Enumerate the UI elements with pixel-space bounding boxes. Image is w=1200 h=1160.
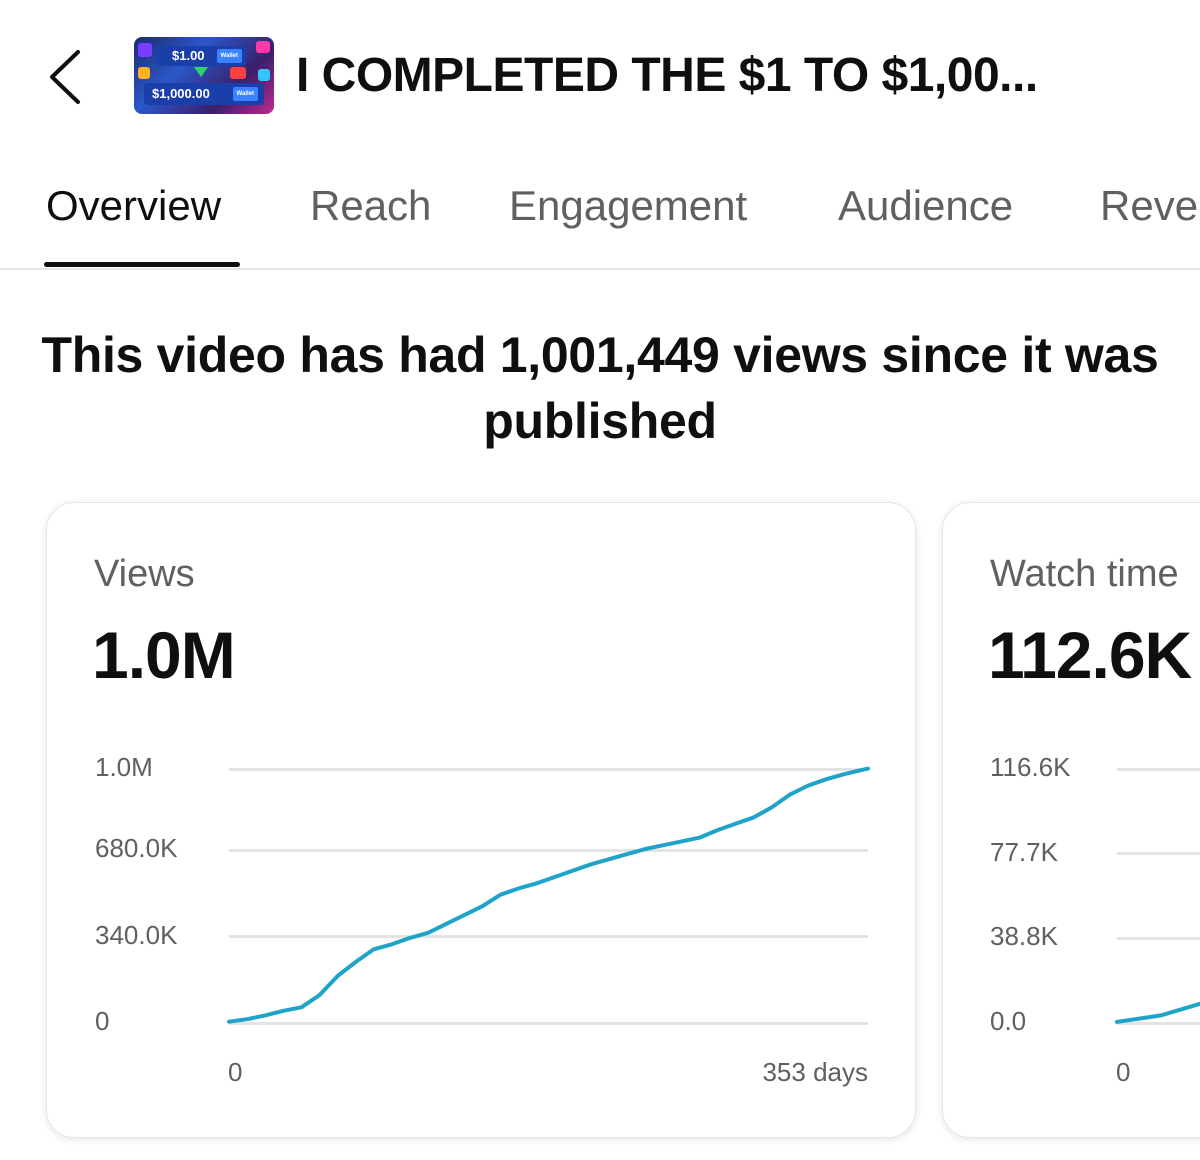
thumbnail-top-amount: $1.00 Wallet — [156, 46, 246, 66]
gridline — [1117, 767, 1200, 771]
series-line-svg — [227, 766, 870, 1024]
views-label: Views — [94, 553, 195, 595]
thumbnail-badge: Wallet — [216, 49, 242, 63]
tab-engagement[interactable]: Engagement — [509, 182, 748, 229]
watch-time-card[interactable]: Watch time 112.6K 116.6K 77.7K 38.8K 0.0 0 — [942, 502, 1200, 1138]
thumbnail-badge: Wallet — [232, 87, 258, 101]
gridline — [1117, 852, 1200, 856]
gridline — [1117, 1021, 1200, 1025]
gridline — [229, 1021, 868, 1025]
watch-time-label: Watch time — [990, 553, 1179, 595]
x-tick-label: 353 days — [762, 1057, 868, 1087]
page-headline: This video has had 1,001,449 views since… — [41, 327, 1159, 449]
y-tick-label: 0.0 — [990, 1006, 1027, 1036]
video-title: I COMPLETED THE $1 TO $1,00... — [296, 49, 1038, 102]
x-tick-label: 0 — [228, 1057, 243, 1087]
gridline — [229, 848, 868, 852]
y-tick-label: 0 — [95, 1006, 110, 1036]
tab-audience[interactable]: Audience — [838, 182, 1014, 229]
video-thumbnail[interactable]: $1.00 Wallet $1,000.00 Wallet — [134, 37, 274, 114]
gridline — [229, 767, 868, 771]
thumbnail-top-amount-text: $1.00 — [172, 48, 205, 63]
top-bar: $1.00 Wallet $1,000.00 Wallet I COMPLETED … — [0, 0, 1200, 150]
views-value: 1.0M — [92, 618, 236, 692]
tab-bar: Overview Reach Engagement Audience Reve — [0, 150, 1200, 270]
thumbnail-bottom-amount: $1,000.00 Wallet — [144, 83, 264, 105]
y-tick-label: 116.6K — [990, 752, 1071, 782]
x-tick-label: 0 — [1116, 1057, 1131, 1087]
back-button[interactable] — [40, 44, 100, 110]
watch-time-value: 112.6K — [988, 618, 1192, 692]
chevron-left-icon — [50, 50, 80, 104]
active-tab-indicator — [44, 262, 240, 267]
series-line-svg — [1115, 1001, 1200, 1024]
series-line — [227, 766, 870, 1024]
y-tick-label: 680.0K — [95, 833, 178, 864]
thumbnail-bottom-amount-text: $1,000.00 — [152, 86, 210, 101]
tab-revenue[interactable]: Reve — [1100, 182, 1199, 229]
tab-reach[interactable]: Reach — [310, 182, 432, 229]
gridline — [1117, 936, 1200, 940]
y-tick-label: 1.0M — [95, 752, 153, 782]
y-tick-label: 38.8K — [990, 921, 1058, 952]
views-card[interactable]: Views 1.0M 1.0M 680.0K 340.0K 0 0 353 days — [46, 502, 916, 1138]
y-tick-label: 77.7K — [990, 836, 1058, 867]
series-line — [1115, 1001, 1200, 1024]
gridline — [229, 935, 868, 939]
tab-overview[interactable]: Overview — [46, 182, 222, 229]
arrow-down-icon — [194, 67, 208, 77]
y-tick-label: 340.0K — [95, 919, 178, 950]
